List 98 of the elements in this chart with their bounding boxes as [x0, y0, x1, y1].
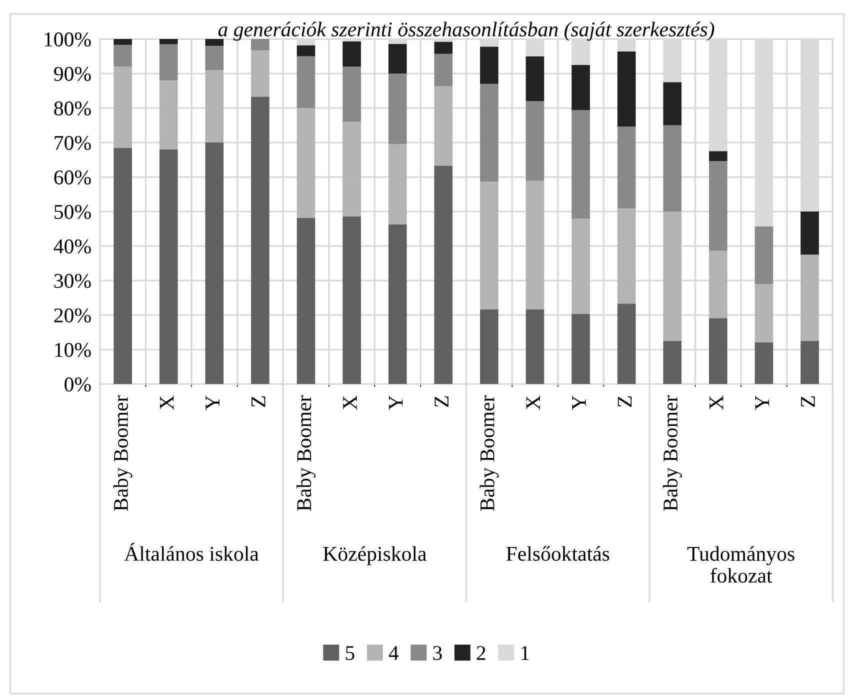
bar	[480, 46, 498, 84]
x-tick-label: X	[343, 396, 357, 410]
bar	[296, 45, 316, 56]
legend-label: 4	[388, 646, 399, 660]
x-tick-label: Y	[572, 396, 586, 410]
bar	[754, 342, 774, 384]
bar	[114, 44, 132, 67]
bar	[480, 84, 498, 182]
x-tick-label: Baby Boomer	[480, 395, 499, 511]
x-tick-label: Z	[252, 396, 266, 407]
text: Általános iskola	[124, 542, 259, 561]
bar	[251, 96, 270, 384]
y-tick-label: 0%	[64, 377, 91, 392]
x-tick-label: Y	[755, 396, 769, 410]
bar	[388, 144, 407, 224]
bar	[434, 54, 453, 86]
y-tick-label: 90%	[54, 66, 91, 82]
bar	[709, 250, 728, 318]
bar	[663, 340, 682, 384]
bar	[617, 126, 636, 208]
x-tick-label: Baby Boomer	[296, 395, 316, 511]
bar	[526, 180, 544, 310]
bar	[709, 318, 728, 384]
bar	[159, 80, 178, 150]
y-tick-label: 70%	[54, 136, 91, 150]
bar	[205, 39, 224, 46]
text: Középiskola	[323, 546, 426, 566]
bar	[800, 212, 819, 255]
bar	[709, 151, 728, 162]
bar	[114, 39, 132, 45]
bar	[663, 212, 682, 341]
bar	[342, 122, 361, 216]
bar	[572, 110, 590, 218]
x-tick-label: Baby Boomer	[662, 395, 682, 511]
bar	[342, 216, 361, 384]
x-tick-label: X	[710, 396, 724, 410]
bar	[572, 218, 590, 314]
x-tick-label: Y	[388, 396, 403, 410]
bar	[114, 66, 132, 148]
x-tick-label: Y	[206, 396, 220, 410]
x-tick-label: Z	[618, 396, 632, 407]
x-tick-label: Z	[801, 396, 815, 407]
x-tick-label: X	[160, 396, 174, 410]
y-tick-label: 10%	[55, 342, 91, 358]
legend-label: 5	[346, 646, 354, 660]
y-tick-label: 50%	[54, 204, 91, 220]
bar	[251, 39, 270, 50]
bar	[526, 101, 544, 181]
bar	[754, 226, 774, 284]
bar	[159, 39, 178, 44]
bar	[342, 66, 361, 122]
bar	[388, 44, 407, 74]
bar	[709, 161, 728, 251]
legend-label: 1	[522, 646, 529, 660]
bar	[617, 208, 636, 304]
bar	[205, 70, 224, 143]
bar	[617, 51, 636, 127]
bar	[205, 46, 224, 70]
bar	[159, 149, 178, 384]
bar	[663, 125, 682, 212]
bar	[388, 224, 407, 384]
bar	[800, 340, 819, 384]
x-tick-label: X	[526, 396, 540, 410]
bar	[526, 310, 544, 384]
x-tick-label: Z	[434, 396, 448, 407]
y-tick-label: 20%	[54, 308, 91, 323]
bar	[434, 42, 453, 54]
legend-label: 3	[433, 646, 442, 660]
bar	[296, 56, 316, 108]
bar	[296, 108, 316, 218]
y-tick-label: 80%	[54, 101, 91, 116]
bar	[572, 64, 590, 110]
y-tick-label: 30%	[54, 274, 91, 288]
chart-title: a generációk szerinti összehasonlításban (saját szerkesztés)	[218, 22, 714, 41]
bar	[388, 74, 407, 144]
x-tick-label: Baby Boomer	[113, 395, 132, 511]
bar	[205, 142, 224, 384]
bar	[342, 41, 361, 67]
bar	[572, 314, 590, 384]
bar	[617, 304, 636, 384]
bar	[159, 44, 178, 80]
y-tick-label: 40%	[54, 239, 91, 254]
bar	[480, 182, 498, 310]
bar	[663, 82, 682, 126]
text: Felsőoktatás	[506, 546, 610, 561]
bar	[296, 218, 316, 384]
bar	[526, 56, 544, 102]
bar	[434, 166, 453, 384]
y-tick-label: 100%	[44, 32, 91, 47]
y-tick-label: 60%	[54, 170, 91, 185]
bar	[480, 310, 498, 384]
bar	[434, 86, 453, 166]
bar	[800, 254, 819, 341]
bar	[251, 50, 270, 97]
bar	[114, 148, 132, 384]
bar	[754, 284, 774, 342]
legend-label: 2	[476, 646, 486, 660]
text: Tudományos fokozat	[687, 546, 794, 583]
